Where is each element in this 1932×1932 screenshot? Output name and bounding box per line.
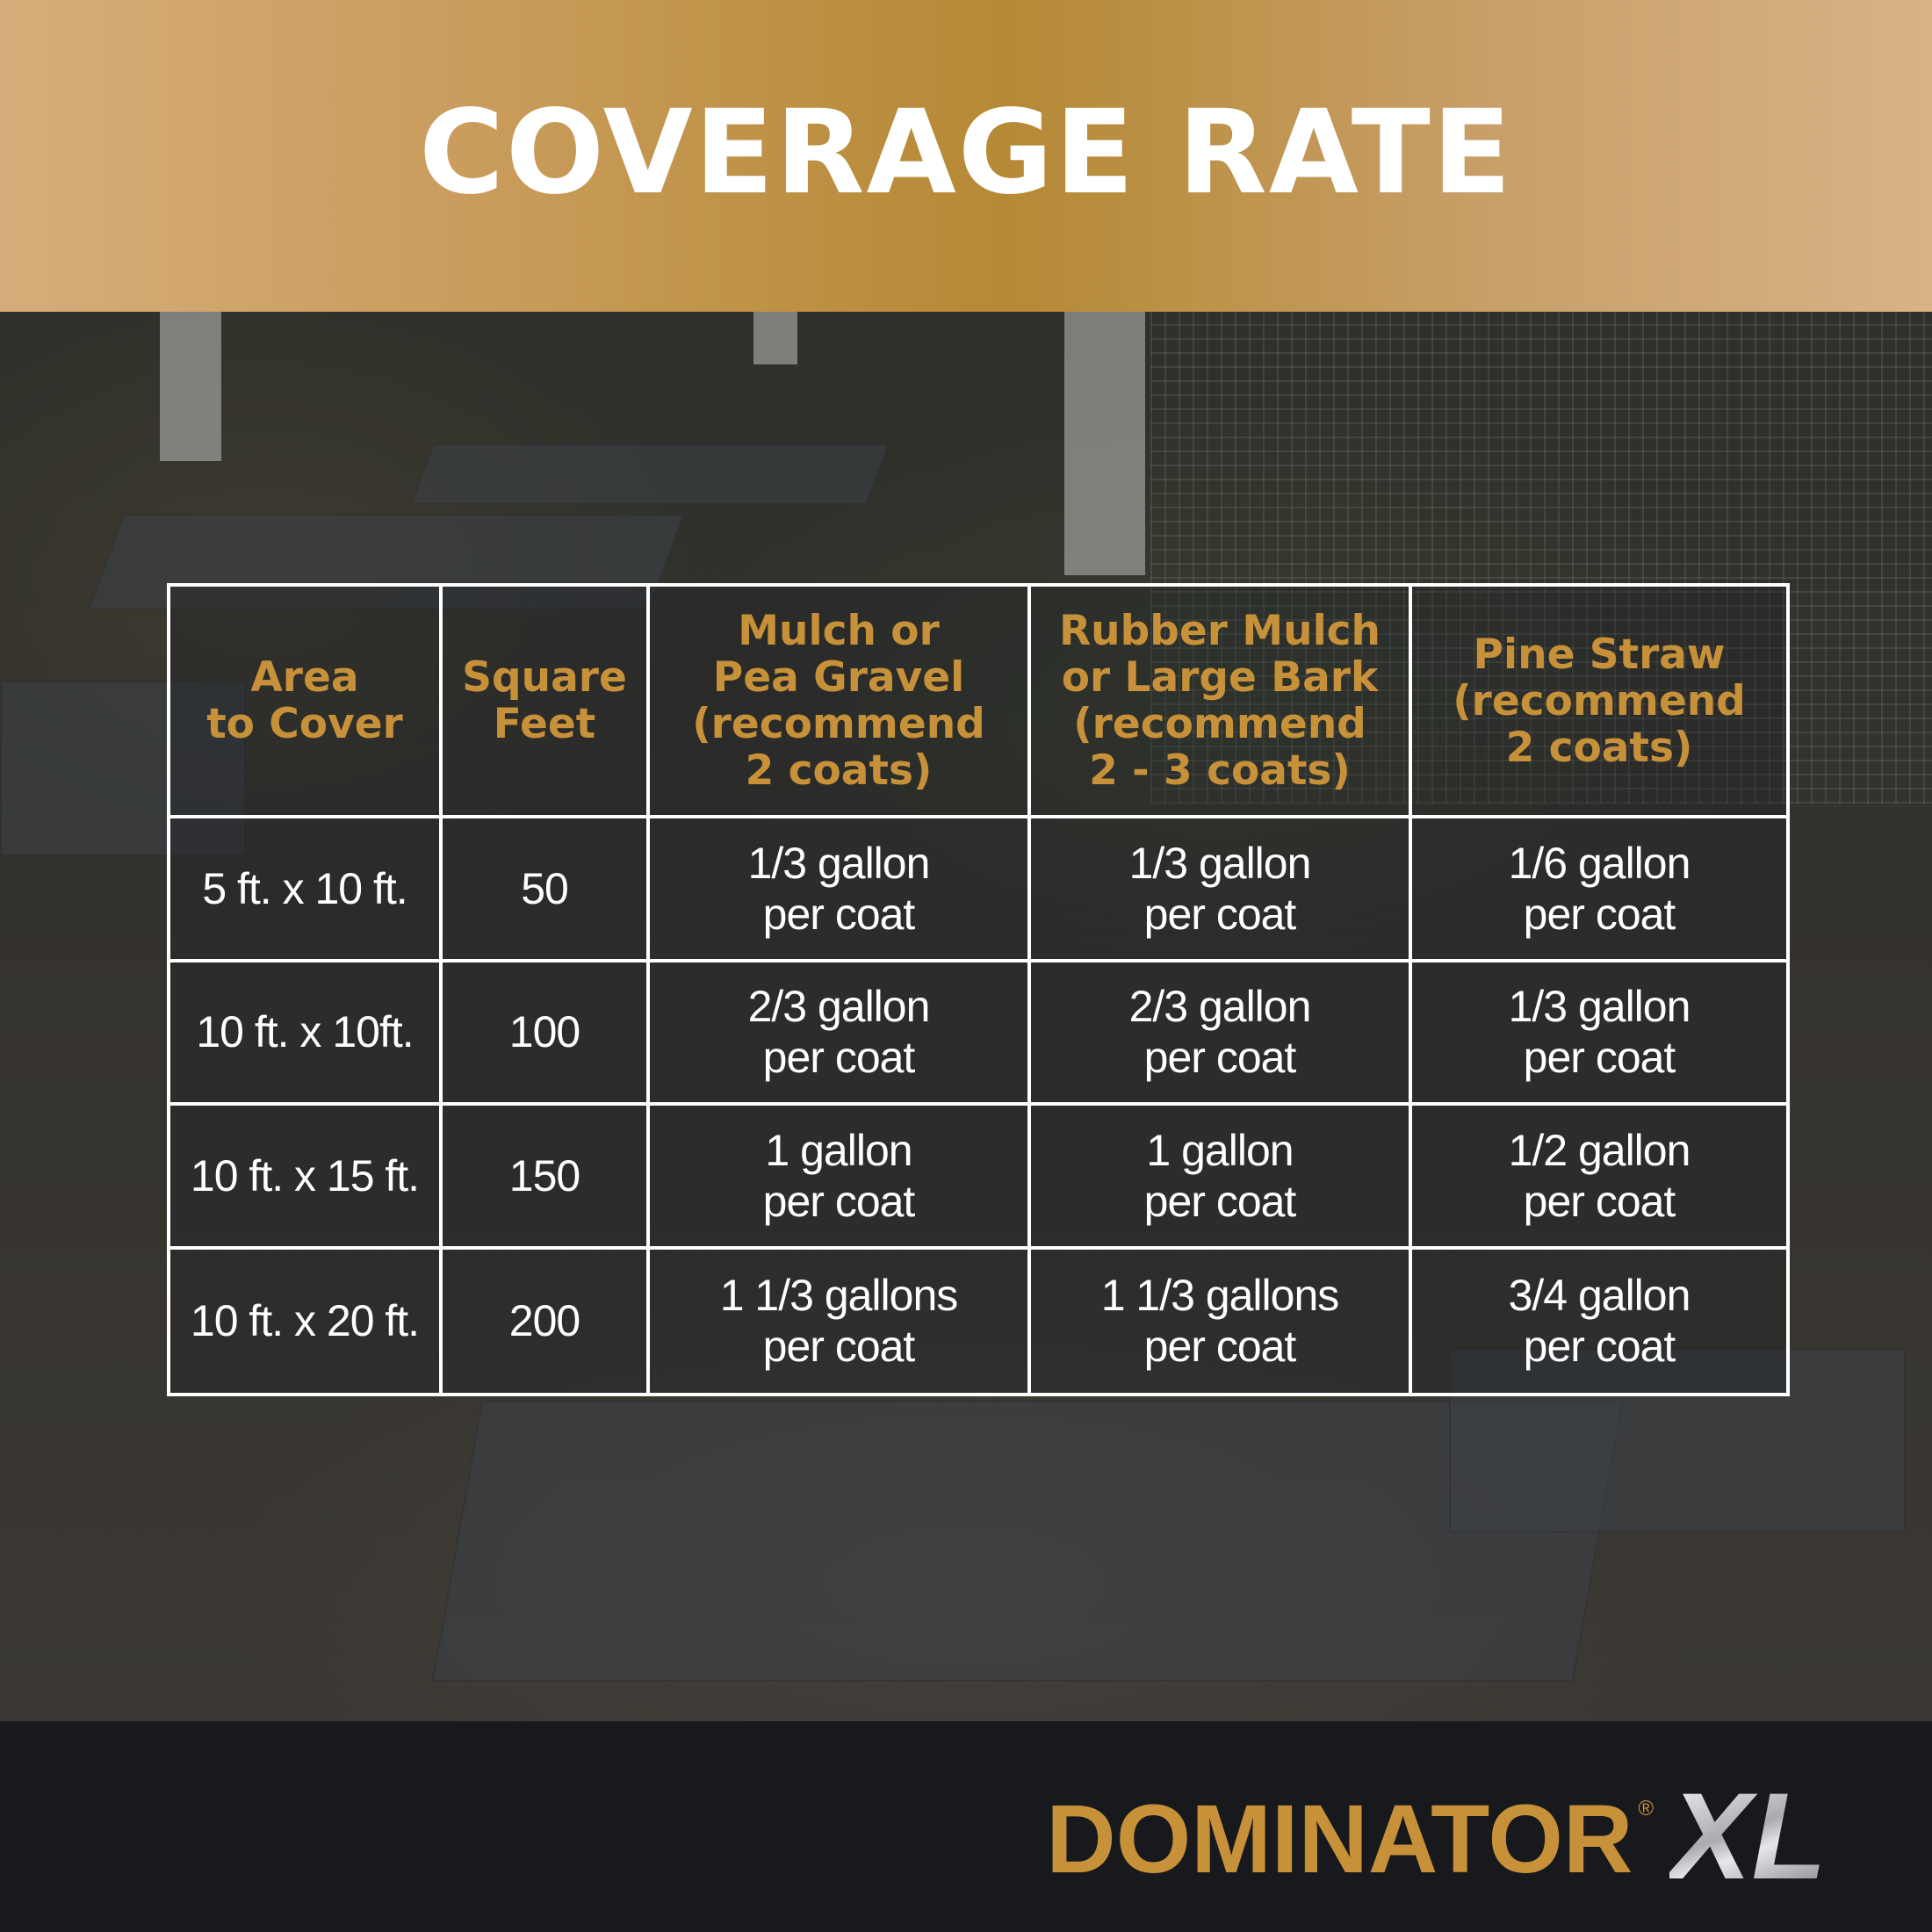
table-cell-area: 10 ft. x 20 ft. bbox=[170, 1249, 443, 1393]
coverage-table: Area to Cover Square Feet Mulch or Pea G… bbox=[167, 583, 1790, 1396]
table-cell-square-feet: 150 bbox=[443, 1106, 650, 1250]
table-cell-rubber-mulch: 2/3 gallon per coat bbox=[1031, 962, 1412, 1106]
table-cell-mulch: 1 1/3 gallons per coat bbox=[650, 1249, 1031, 1393]
logo-xl: XL bbox=[1669, 1767, 1827, 1905]
table-cell-rubber-mulch: 1 gallon per coat bbox=[1031, 1106, 1412, 1250]
table-cell-pine-straw: 1/3 gallon per coat bbox=[1412, 962, 1786, 1106]
table-cell-pine-straw: 3/4 gallon per coat bbox=[1508, 1271, 1691, 1372]
background-photo bbox=[0, 312, 1932, 1721]
table-cell-area: 10 ft. x 15 ft. bbox=[170, 1106, 443, 1250]
table-cell-mulch: 2/3 gallon per coat bbox=[650, 962, 1031, 1106]
table-cell-mulch: 1/3 gallon per coat bbox=[650, 818, 1031, 962]
table-cell-square-feet: 200 bbox=[443, 1249, 650, 1393]
table-cell-area: 5 ft. x 10 ft. bbox=[170, 818, 443, 962]
table-cell-pine-straw: 1/2 gallon per coat bbox=[1412, 1106, 1786, 1250]
table-cell-area: 10 ft. x 10ft. bbox=[170, 962, 443, 1106]
header-mulch-pea-gravel: Mulch or Pea Gravel (recommend 2 coats) bbox=[650, 587, 1031, 818]
table-cell-square-feet: 100 bbox=[443, 962, 650, 1106]
table-cell-pine-straw: 1/6 gallon per coat bbox=[1412, 818, 1786, 962]
table-cell-square-feet: 50 bbox=[443, 818, 650, 962]
table-cell-rubber-mulch: 1/3 gallon per coat bbox=[1031, 818, 1412, 962]
footer-band bbox=[0, 1721, 1932, 1932]
header-band: COVERAGE RATE bbox=[0, 0, 1932, 312]
header-rubber-mulch-bark: Rubber Mulch or Large Bark (recommend 2 … bbox=[1031, 587, 1412, 818]
table-cell-mulch: 1 gallon per coat bbox=[650, 1106, 1031, 1250]
header-pine-straw: Pine Straw (recommend 2 coats) bbox=[1412, 587, 1786, 818]
logo-wordmark: DOMINATOR bbox=[1046, 1785, 1633, 1893]
table-cell-rubber-mulch: 1 1/3 gallons per coat bbox=[1031, 1249, 1412, 1393]
brand-logo: DOMINATOR ® XL bbox=[1046, 1775, 1827, 1898]
page-title: COVERAGE RATE bbox=[419, 84, 1513, 220]
header-area-to-cover: Area to Cover bbox=[170, 587, 443, 818]
registered-mark-icon: ® bbox=[1638, 1797, 1654, 1820]
header-square-feet: Square Feet bbox=[443, 587, 650, 818]
